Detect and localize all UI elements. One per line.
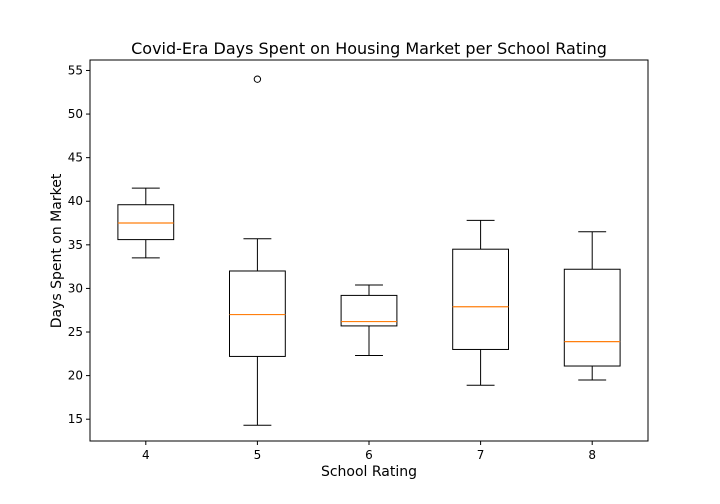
plot-area xyxy=(89,59,649,442)
outlier-point-5-0 xyxy=(253,75,262,83)
y-tick-label-15: 15 xyxy=(68,412,83,426)
x-tick-label-7: 7 xyxy=(477,448,485,462)
y-tick-label-55: 55 xyxy=(68,63,83,77)
y-tick-label-35: 35 xyxy=(68,238,83,252)
y-tick-label-40: 40 xyxy=(68,194,83,208)
x-tick-label-8: 8 xyxy=(588,448,596,462)
iqr-box-4 xyxy=(117,204,175,241)
y-tick-label-20: 20 xyxy=(68,369,83,383)
x-axis-label: School Rating xyxy=(321,464,417,480)
x-tick-label-6: 6 xyxy=(365,448,373,462)
box-rating-5 xyxy=(229,75,286,426)
box-rating-8 xyxy=(563,231,621,381)
iqr-box-6 xyxy=(340,294,398,327)
iqr-box-8 xyxy=(563,268,621,367)
y-axis-label: Days Spent on Market xyxy=(49,173,65,328)
plot-frame xyxy=(89,59,649,442)
x-tick-label-4: 4 xyxy=(142,448,150,462)
x-tick-label-5: 5 xyxy=(254,448,262,462)
y-tick-label-50: 50 xyxy=(68,107,83,121)
x-axis: 4 5 6 7 8 xyxy=(142,441,596,462)
chart-title: Covid-Era Days Spent on Housing Market p… xyxy=(131,39,607,58)
iqr-box-7 xyxy=(452,248,510,350)
y-tick-label-25: 25 xyxy=(68,325,83,339)
y-tick-label-30: 30 xyxy=(68,281,83,295)
y-axis: 15 20 25 30 35 40 45 50 55 xyxy=(68,63,90,426)
box-rating-4 xyxy=(117,187,175,259)
box-series xyxy=(117,75,621,426)
box-rating-6 xyxy=(340,284,398,357)
iqr-box-5 xyxy=(229,270,286,357)
box-rating-7 xyxy=(452,219,510,386)
y-tick-label-45: 45 xyxy=(68,151,83,165)
